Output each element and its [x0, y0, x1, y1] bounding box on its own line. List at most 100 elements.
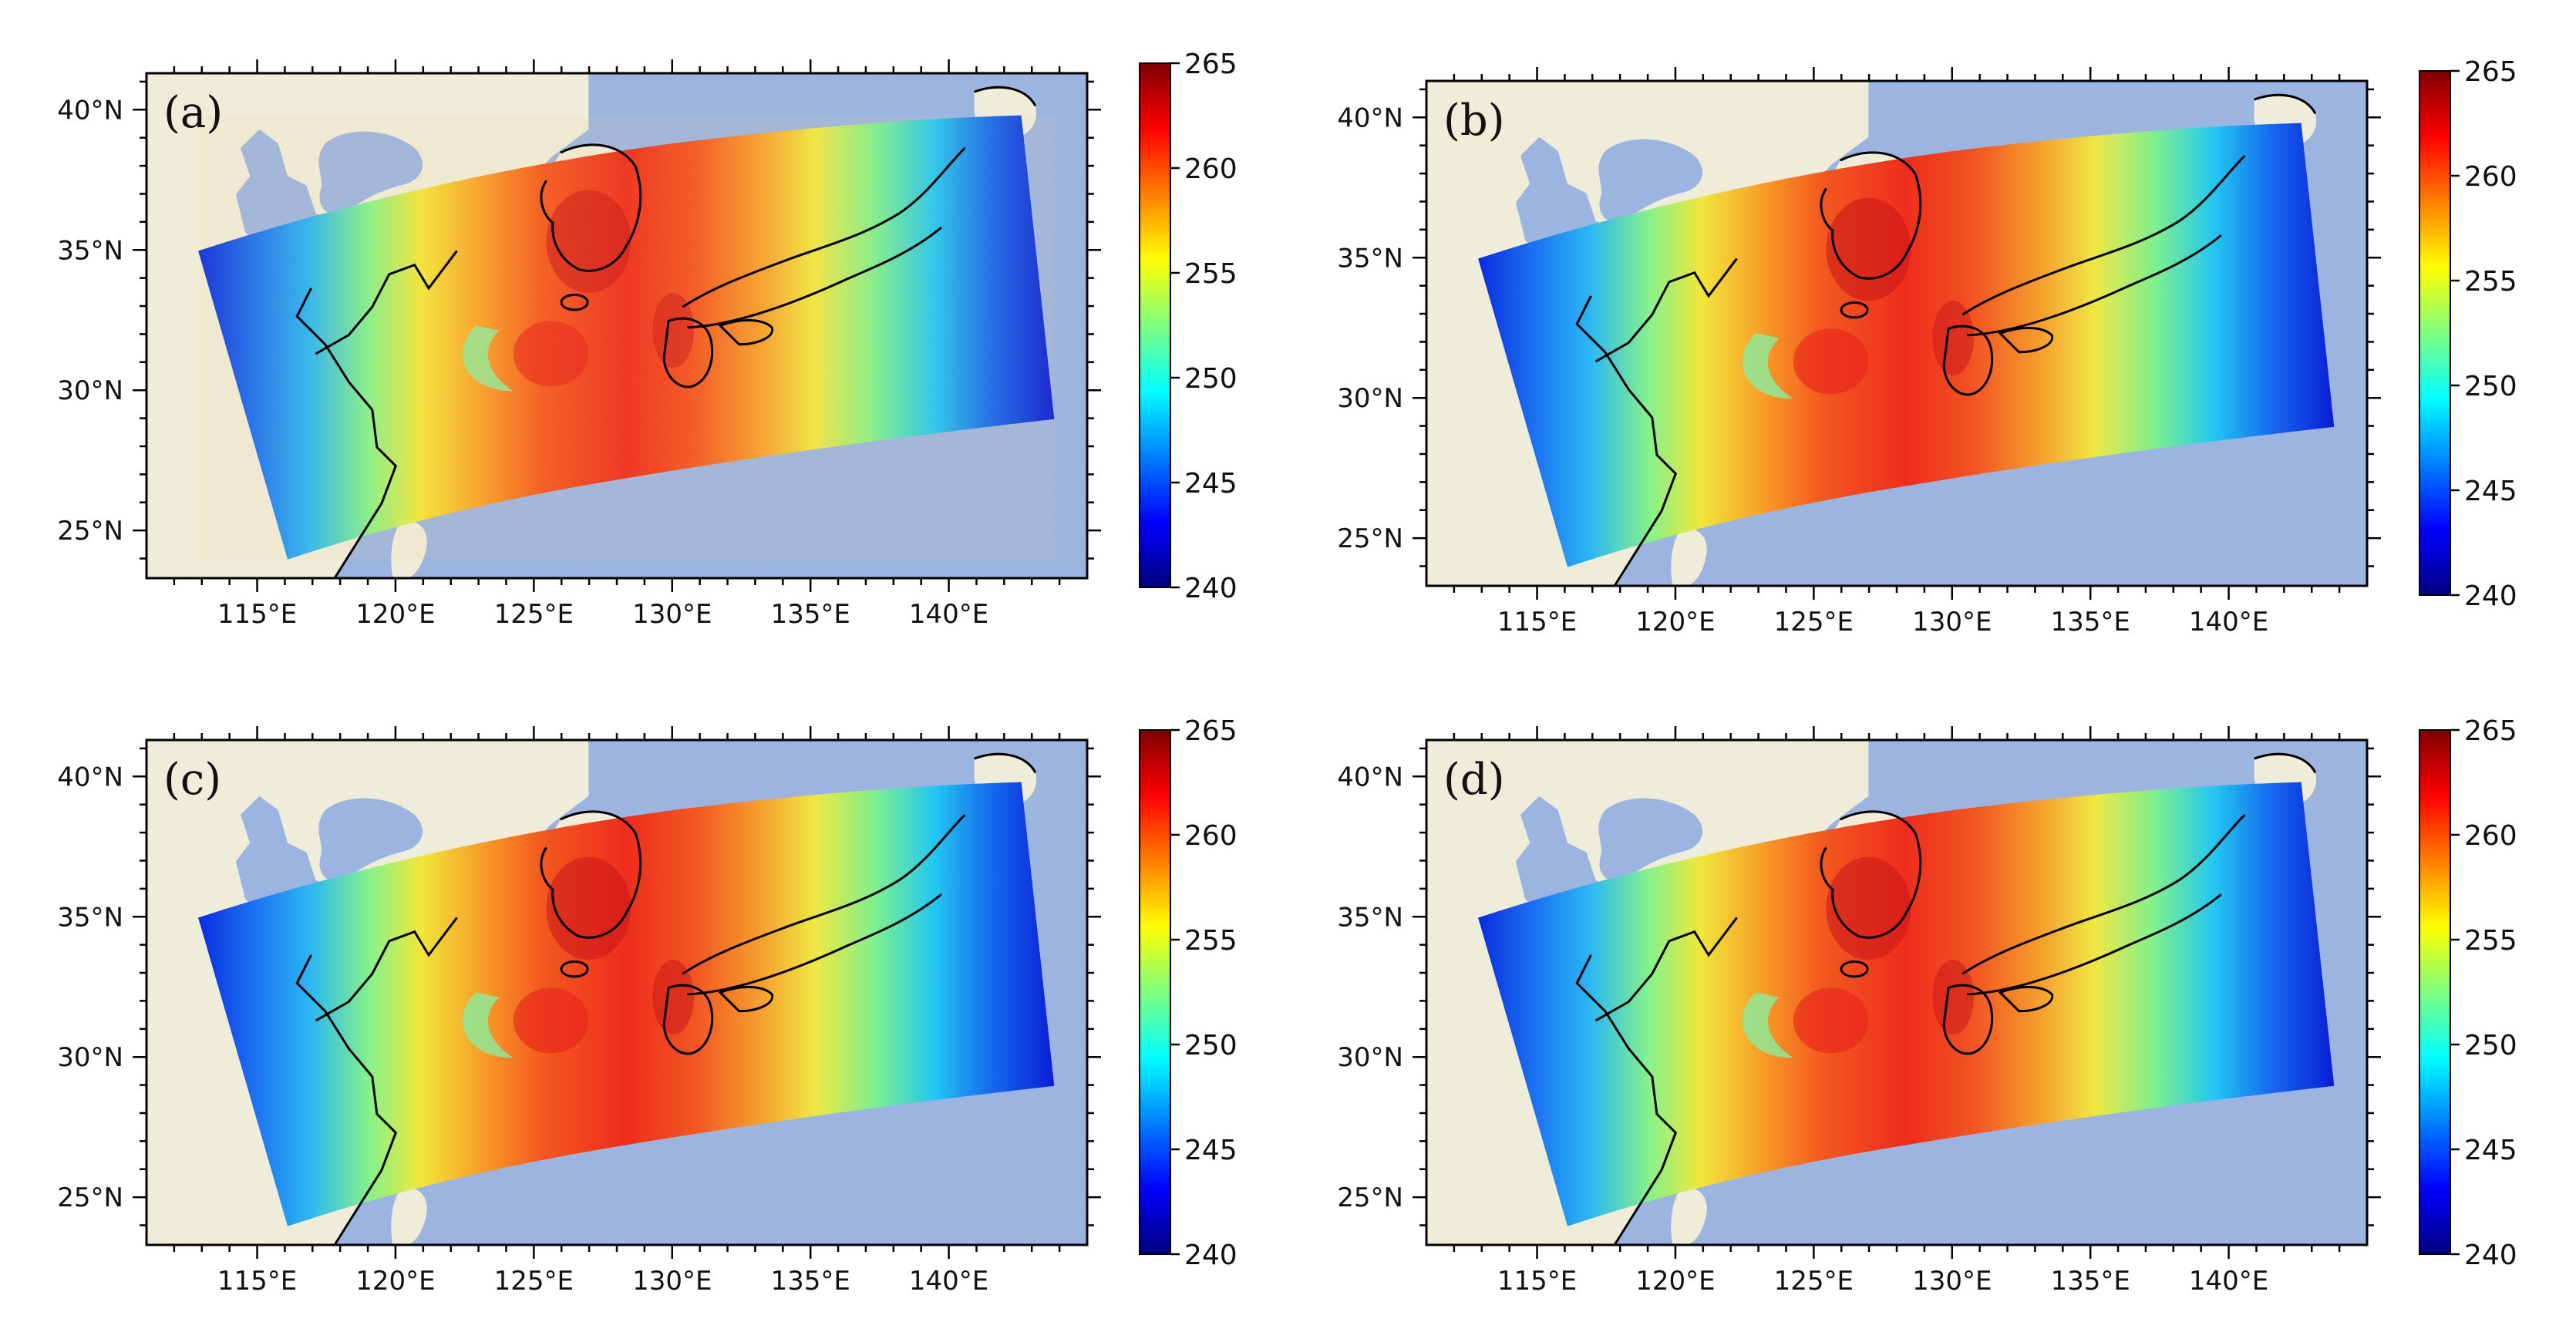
y-tick-label: 30°N	[57, 1042, 123, 1073]
x-tick-label: 125°E	[1774, 1266, 1854, 1297]
x-tick-label: 115°E	[1497, 607, 1577, 637]
panel-label: (b)	[1443, 96, 1505, 146]
panel-label: (d)	[1443, 755, 1505, 805]
colorbar-tick-label: 240	[2464, 1240, 2517, 1271]
map-panel-c: 115°E 120°E 125°E 130°E 135°E 140°E 40°N 35°N 30…	[57, 726, 1101, 1297]
x-tick-label: 125°E	[494, 599, 574, 630]
panel-label: (c)	[163, 755, 221, 805]
noise-texture	[198, 115, 1055, 560]
x-tick-label: 135°E	[770, 599, 850, 630]
x-tick-label: 120°E	[1635, 1266, 1715, 1297]
colorbar: 265 260 255 250 245 240	[1139, 49, 1237, 604]
colorbar-tick-label: 255	[2464, 925, 2517, 957]
colorbar-tick-label: 245	[2464, 476, 2517, 507]
colorbar-tick-label: 255	[1184, 258, 1237, 290]
map-panel-a: 115°E 120°E 125°E 130°E 135°E 140°E 40°N 35°N 30…	[57, 59, 1101, 630]
y-tick-label: 30°N	[1337, 383, 1403, 414]
y-tick-label: 25°N	[57, 1182, 123, 1213]
y-tick-label: 30°N	[1337, 1042, 1403, 1073]
axis-ticks	[1413, 67, 2381, 600]
korea-warm-region	[1826, 856, 1911, 960]
coastlines	[1575, 752, 2317, 1246]
colorbar-tick-label: 260	[2464, 820, 2517, 852]
colorbar-tick-label: 250	[2464, 1030, 2517, 1061]
y-tick-label: 35°N	[57, 902, 123, 933]
panel-label: (a)	[163, 88, 223, 138]
colorbar-ramp	[1139, 729, 1171, 1255]
y-tick-label: 25°N	[1337, 1182, 1403, 1213]
axis-ticks	[133, 59, 1101, 592]
colorbar: 265 260 255 250 245 240	[2419, 715, 2517, 1271]
colorbar-tick-label: 265	[2464, 56, 2517, 88]
x-tick-label: 120°E	[355, 599, 435, 630]
colorbar-tick-label: 250	[1184, 1030, 1237, 1061]
korea-warm-region	[1826, 197, 1911, 301]
colorbar-tick-label: 255	[2464, 266, 2517, 298]
colorbar-tick-label: 260	[2464, 161, 2517, 193]
axis-ticks	[1413, 726, 2381, 1259]
colorbar: 265 260 255 250 245 240	[2419, 56, 2517, 612]
colorbar-tick-label: 265	[1184, 715, 1237, 747]
x-tick-label: 140°E	[2189, 1266, 2268, 1297]
x-tick-label: 135°E	[2050, 1266, 2130, 1297]
x-tick-label: 125°E	[494, 1266, 574, 1297]
y-tick-label: 40°N	[1337, 103, 1403, 133]
x-tick-label: 120°E	[355, 1266, 435, 1297]
colorbar-ramp	[1139, 62, 1171, 588]
y-tick-label: 30°N	[57, 375, 123, 406]
colorbar-tick-label: 240	[2464, 580, 2517, 612]
temperature-swath	[198, 782, 1055, 1226]
axis-ticks	[133, 726, 1101, 1259]
x-tick-label: 115°E	[217, 1266, 297, 1297]
x-tick-label: 130°E	[632, 1266, 712, 1297]
y-tick-label: 40°N	[1337, 762, 1403, 792]
colorbar: 265 260 255 250 245 240	[1139, 715, 1237, 1271]
colorbar-tick-label: 260	[1184, 820, 1237, 852]
temperature-swath	[1478, 782, 2335, 1226]
y-tick-label: 35°N	[1337, 243, 1403, 274]
x-tick-label: 140°E	[909, 599, 988, 630]
colorbar-tick-label: 250	[1184, 363, 1237, 395]
x-tick-label: 140°E	[2189, 607, 2268, 637]
colorbar-ramp	[2419, 729, 2451, 1255]
storm-core	[513, 987, 589, 1054]
map-panel-b: 115°E 120°E 125°E 130°E 135°E 140°E 40°N 35°N 30…	[1337, 67, 2381, 637]
y-tick-label: 25°N	[57, 516, 123, 547]
colorbar-tick-label: 255	[1184, 925, 1237, 957]
korea-warm-region	[546, 856, 631, 960]
y-tick-label: 35°N	[1337, 902, 1403, 933]
kyushu-warm-region	[652, 960, 695, 1035]
panel-grid: 115°E 120°E 125°E 130°E 135°E 140°E 40°N 35°N 30…	[57, 49, 2517, 1297]
coastlines	[1575, 93, 2317, 587]
x-tick-label: 115°E	[217, 599, 297, 630]
y-tick-label: 25°N	[1337, 523, 1403, 554]
colorbar-tick-label: 245	[1184, 468, 1237, 500]
storm-core	[1793, 987, 1869, 1054]
jeju-island	[560, 960, 589, 978]
x-tick-label: 125°E	[1774, 607, 1854, 637]
y-tick-label: 40°N	[57, 95, 123, 126]
colorbar-tick-label: 245	[1184, 1135, 1237, 1166]
storm-arc	[1742, 992, 1793, 1058]
colorbar-tick-label: 265	[1184, 49, 1237, 80]
x-tick-label: 130°E	[632, 599, 712, 630]
temperature-swath	[1478, 123, 2335, 567]
kyushu-warm-region	[1932, 301, 1975, 376]
y-tick-label: 35°N	[57, 235, 123, 266]
jeju-island	[1840, 301, 1869, 319]
jeju-island	[1840, 960, 1869, 978]
map-panel-d: 115°E 120°E 125°E 130°E 135°E 140°E 40°N 35°N 30…	[1337, 726, 2381, 1297]
colorbar-tick-label: 245	[2464, 1135, 2517, 1166]
x-tick-label: 130°E	[1912, 1266, 1992, 1297]
colorbar-tick-label: 265	[2464, 715, 2517, 747]
x-tick-label: 140°E	[909, 1266, 988, 1297]
x-tick-label: 130°E	[1912, 607, 1992, 637]
x-tick-label: 135°E	[2050, 607, 2130, 637]
colorbar-tick-label: 240	[1184, 573, 1237, 604]
colorbar-tick-label: 250	[2464, 371, 2517, 402]
colorbar-tick-label: 260	[1184, 153, 1237, 185]
coastlines	[295, 752, 1037, 1246]
x-tick-label: 115°E	[1497, 1266, 1577, 1297]
coastlines	[295, 86, 1037, 579]
